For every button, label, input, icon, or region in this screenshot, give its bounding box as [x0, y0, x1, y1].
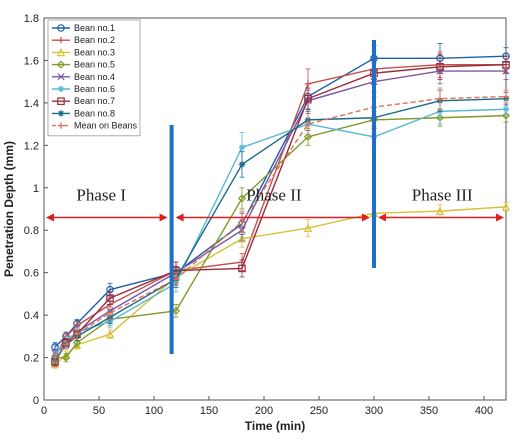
legend: Bean no.1 Bean no.2 Bean no.3 Bean no.5 Bean…: [47, 19, 141, 137]
marker-diamond: [56, 60, 66, 69]
marker-diamond: [303, 132, 313, 141]
marker-diamond: [72, 338, 82, 347]
marker-plus: [304, 120, 312, 128]
phase-arrow-head-right: [159, 213, 168, 222]
series-line: [54, 95, 507, 359]
marker-diamond: [171, 306, 181, 315]
legend-label: Bean no.3: [74, 47, 115, 57]
legend-label: Bean no.2: [74, 35, 115, 45]
legend-label: Bean no.4: [74, 72, 115, 82]
marker-plus: [436, 95, 444, 102]
marker-triangle: [56, 47, 66, 57]
legend-box: [47, 19, 141, 137]
series-line: [54, 97, 507, 361]
legend-label: Bean no.7: [74, 96, 115, 106]
marker-square: [436, 63, 444, 71]
marker-diamond: [237, 194, 247, 203]
y-axis-title: Penetration Depth (mm): [2, 141, 16, 277]
series-line: [54, 63, 507, 363]
marker-star: [238, 161, 246, 168]
legend-label: Bean no.1: [74, 23, 115, 33]
legend-item: Bean no.8: [52, 108, 115, 118]
y-tick-label: 0.4: [24, 310, 39, 322]
y-tick-label: 0: [33, 395, 39, 407]
x-tick-label: 150: [200, 405, 218, 417]
marker-triangle: [435, 206, 445, 215]
marker-plus: [57, 37, 65, 44]
x-tick-label: 250: [310, 405, 328, 417]
legend-item: Bean no.2: [52, 35, 115, 45]
phase-arrow-head-left: [46, 213, 54, 222]
marker-diamond: [61, 353, 71, 362]
series-line: [55, 114, 507, 359]
y-tick-label: 1: [33, 183, 39, 195]
legend-label: Mean on Beans: [74, 121, 138, 131]
legend-item: Bean no.3: [52, 47, 115, 57]
y-tick-label: 1.8: [24, 13, 39, 25]
marker-star: [238, 144, 246, 151]
y-tick-label: 0.8: [24, 225, 39, 237]
marker-triangle: [303, 223, 313, 232]
phase-arrow-head-left: [378, 213, 386, 222]
legend-item: Bean no.4: [52, 72, 115, 82]
marker-square: [57, 97, 65, 106]
series-line: [54, 108, 507, 356]
x-tick-label: 200: [255, 405, 273, 417]
legend-label: Bean no.8: [74, 108, 115, 118]
marker-plus: [73, 331, 81, 338]
legend-item: Bean no.5: [52, 60, 115, 70]
series-line: [54, 55, 507, 348]
y-tick-label: 1.2: [24, 140, 39, 152]
phase-label: Phase III: [412, 186, 473, 205]
phase-label: Phase II: [246, 186, 302, 205]
legend-item: Bean no.1: [52, 23, 115, 33]
axes: 0 0.2 0.4 0.6 0.8 1 1.2 1.4 1.6 1.8 0 50 100 150 200 25…: [24, 13, 493, 417]
legend-item: Mean on Beans: [52, 121, 138, 131]
marker-plus: [238, 218, 246, 225]
y-tick-label: 1.6: [24, 55, 39, 67]
phase-arrow-head-right: [496, 213, 504, 222]
x-tick-label: 0: [41, 405, 47, 417]
y-tick-label: 0.2: [24, 353, 39, 365]
legend-item: Bean no.6: [52, 84, 115, 94]
marker-diamond: [501, 111, 511, 120]
x-tick-label: 50: [93, 405, 105, 417]
marker-x: [57, 73, 65, 81]
marker-plus: [62, 341, 70, 349]
marker-star: [57, 110, 65, 117]
marker-triangle: [237, 234, 247, 243]
x-tick-label: 350: [420, 405, 438, 417]
y-tick-label: 1.4: [24, 98, 39, 110]
marker-plus: [304, 80, 312, 87]
marker-plus: [502, 93, 510, 100]
marker-plus: [172, 275, 180, 283]
marker-triangle: [501, 202, 511, 211]
legend-item: Bean no.7: [52, 96, 115, 106]
marker-star: [57, 85, 65, 93]
marker-triangle: [105, 329, 115, 339]
marker-circle: [57, 24, 65, 32]
phase-label: Phase I: [76, 186, 126, 205]
phase-arrow-head-left: [175, 213, 184, 222]
x-tick-label: 100: [145, 405, 163, 417]
marker-plus: [51, 354, 59, 361]
legend-label: Bean no.6: [74, 84, 115, 94]
x-axis-title: Time (min): [245, 419, 305, 433]
marker-square: [502, 60, 510, 69]
marker-plus: [106, 309, 114, 317]
marker-plus: [57, 122, 65, 129]
marker-square: [238, 264, 246, 273]
legend-label: Bean no.5: [74, 60, 115, 70]
marker-star: [502, 106, 510, 113]
marker-square: [304, 94, 312, 103]
phase-annotations: Phase I Phase II Phase III: [46, 40, 504, 354]
x-tick-label: 400: [475, 405, 493, 417]
x-tick-label: 300: [365, 405, 383, 417]
marker-square: [106, 294, 114, 302]
phase-arrow-head-right: [362, 213, 370, 222]
y-tick-label: 0.6: [24, 268, 39, 280]
series-line: [54, 63, 506, 358]
